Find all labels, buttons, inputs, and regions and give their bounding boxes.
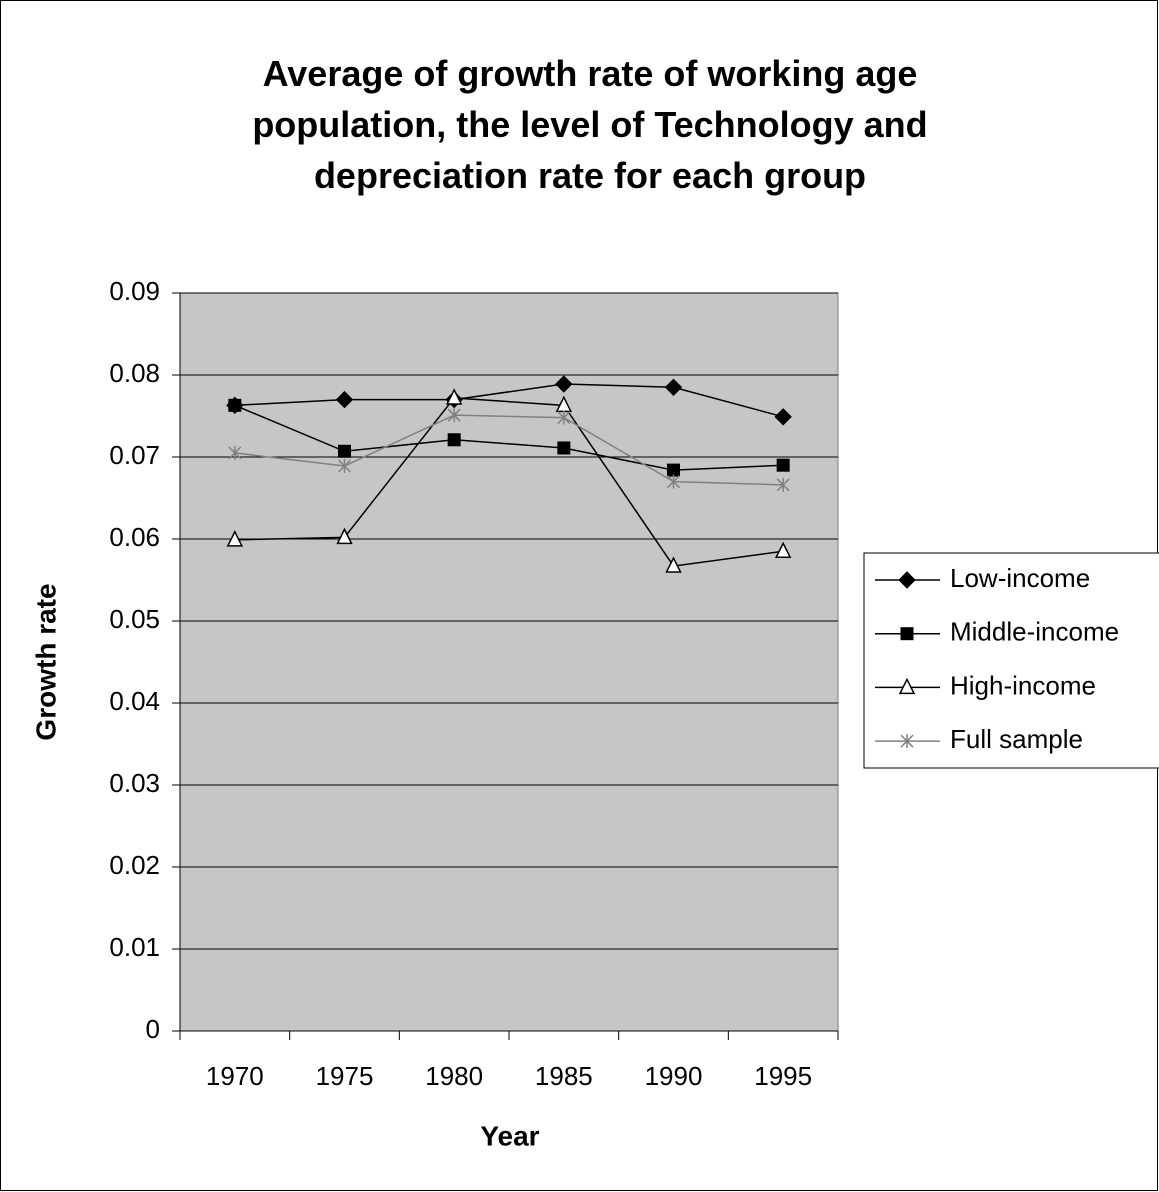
- series-line: [234, 414, 784, 486]
- point: [445, 388, 463, 405]
- legend-box: [863, 552, 1159, 769]
- point: [664, 378, 683, 397]
- point: [555, 375, 573, 393]
- y-tick-label: 0.06: [109, 522, 160, 552]
- legend-label: Low-income: [950, 563, 1090, 593]
- chart-title: Average of growth rate of working age po…: [252, 53, 928, 196]
- series-line: [234, 383, 784, 418]
- y-tick-label: 0.01: [109, 932, 160, 962]
- x-tick-label: 1970: [206, 1061, 264, 1091]
- legend-label: Middle-income: [950, 617, 1119, 647]
- point: [557, 410, 571, 425]
- legend-marker: [900, 627, 914, 641]
- point: [337, 459, 352, 474]
- y-axis-label: Growth rate: [30, 583, 61, 740]
- point: [666, 474, 681, 489]
- y-tick-label: 0.04: [109, 686, 160, 716]
- legend-marker: [898, 677, 916, 695]
- y-tick-label: 0: [146, 1014, 160, 1044]
- point: [336, 527, 353, 545]
- point: [774, 541, 792, 559]
- y-tick-label: 0.03: [109, 768, 160, 798]
- series-line: [234, 404, 784, 471]
- y-tick-label: 0.09: [109, 276, 160, 306]
- point: [447, 408, 461, 423]
- y-tick-label: 0.05: [109, 604, 160, 634]
- series-line: [234, 397, 784, 567]
- x-tick-label: 1995: [754, 1061, 812, 1091]
- x-axis-label: Year: [480, 1120, 539, 1151]
- point: [776, 477, 790, 492]
- x-tick-label: 1990: [645, 1061, 703, 1091]
- point: [557, 441, 571, 455]
- point: [665, 556, 682, 573]
- point: [447, 433, 461, 447]
- legend-label: Full sample: [950, 724, 1083, 754]
- point: [774, 408, 792, 426]
- point: [667, 463, 680, 477]
- point: [338, 444, 351, 458]
- point: [228, 445, 242, 460]
- legend-label: High-income: [950, 670, 1096, 700]
- point: [228, 398, 242, 412]
- x-tick-label: 1980: [425, 1061, 483, 1091]
- point: [226, 530, 244, 547]
- x-tick-label: 1985: [535, 1061, 593, 1091]
- legend-marker: [900, 734, 914, 749]
- y-tick-label: 0.02: [109, 850, 160, 880]
- legend-marker: [898, 571, 916, 589]
- y-tick-label: 0.08: [109, 358, 160, 388]
- y-tick-label: 0.07: [109, 440, 160, 470]
- x-tick-label: 1975: [316, 1061, 374, 1091]
- point: [335, 390, 354, 409]
- point: [776, 458, 790, 472]
